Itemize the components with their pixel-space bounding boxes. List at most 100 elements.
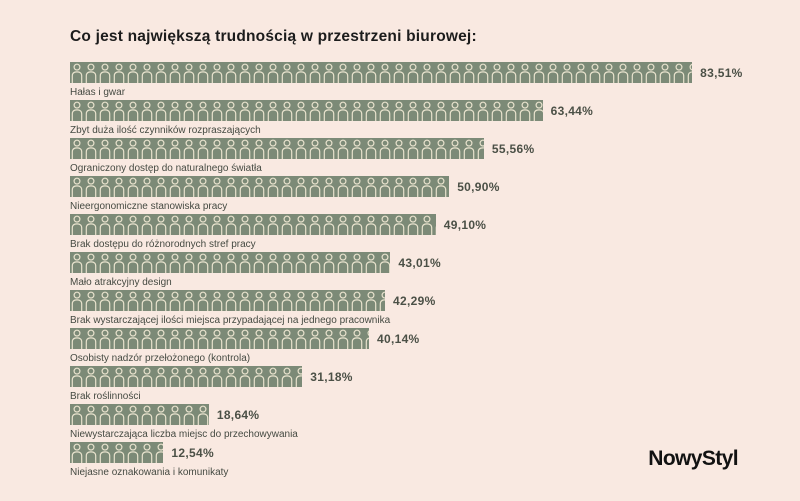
person-icon [421, 101, 433, 121]
person-icon [127, 177, 139, 197]
person-icon [71, 253, 83, 273]
pictogram-bar [70, 100, 543, 121]
person-icon [337, 63, 349, 83]
person-icon [71, 139, 83, 159]
person-icon [197, 405, 209, 425]
value-label: 63,44% [550, 103, 594, 118]
person-icon [85, 177, 97, 197]
person-icon [99, 291, 111, 311]
category-label: Brak wystarczającej ilości miejsca przyp… [70, 315, 391, 326]
category-label: Nieergonomiczne stanowiska pracy [70, 201, 228, 212]
person-icon [141, 367, 153, 387]
person-icon [491, 101, 503, 121]
category-label: Osobisty nadzór przełożonego (kontrola) [70, 353, 251, 364]
person-icon [309, 253, 321, 273]
person-icon [155, 177, 167, 197]
person-icon [141, 291, 153, 311]
person-icon [211, 177, 223, 197]
person-icon [435, 226, 436, 235]
person-icon [127, 443, 139, 463]
person-icon [309, 329, 321, 349]
person-icon [351, 63, 363, 83]
person-icon [421, 177, 433, 197]
person-icon [99, 177, 111, 197]
person-icon [281, 63, 293, 83]
person-icon [281, 101, 293, 121]
person-icon [155, 253, 167, 273]
person-icon [127, 139, 139, 159]
person-icon [659, 63, 671, 83]
person-icon [589, 63, 601, 83]
value-label: 55,56% [491, 141, 535, 156]
person-icon [463, 101, 475, 121]
chart-title: Co jest największą trudnością w przestrz… [70, 28, 477, 45]
person-icon [253, 215, 265, 235]
person-icon [99, 101, 111, 121]
person-icon [253, 101, 265, 121]
person-icon [85, 63, 97, 83]
person-icon [449, 101, 461, 121]
person-icon [295, 291, 307, 311]
value-label: 43,01% [398, 255, 441, 270]
person-icon [99, 215, 111, 235]
person-icon [379, 63, 391, 83]
person-icon [169, 177, 181, 197]
person-icon [99, 367, 111, 387]
person-icon [435, 63, 447, 83]
person-icon [141, 63, 153, 83]
person-icon [575, 63, 587, 83]
person-icon [211, 329, 223, 349]
person-icon [127, 291, 139, 311]
pictogram-bar [70, 442, 164, 463]
person-icon [309, 177, 321, 197]
chart-row: 12,54% Niejasne oznakowania i komunikaty [70, 442, 800, 480]
person-icon [211, 139, 223, 159]
person-icon [99, 63, 111, 83]
person-icon [645, 63, 657, 83]
bar-line: 42,29% [70, 290, 800, 311]
person-icon [197, 63, 209, 83]
person-icon [183, 177, 195, 197]
person-icon [239, 329, 251, 349]
person-icon [477, 101, 489, 121]
category-label: Brak dostępu do różnorodnych stref pracy [70, 239, 256, 250]
person-icon [295, 177, 307, 197]
value-label: 49,10% [443, 217, 487, 232]
person-icon [85, 443, 97, 463]
person-icon [211, 253, 223, 273]
person-icon [197, 139, 209, 159]
person-icon [127, 63, 139, 83]
person-icon [197, 291, 209, 311]
value-label: 50,90% [457, 179, 500, 194]
bar-line: 40,14% [70, 328, 800, 349]
person-icon [379, 177, 391, 197]
person-icon [169, 367, 181, 387]
person-icon [323, 101, 335, 121]
person-icon [407, 177, 419, 197]
person-icon [253, 367, 265, 387]
person-icon [281, 329, 293, 349]
person-icon [267, 139, 279, 159]
person-icon [407, 101, 419, 121]
person-icon [197, 101, 209, 121]
value-label: 40,14% [377, 331, 420, 346]
person-icon [365, 177, 377, 197]
person-icon [603, 63, 615, 83]
person-icon [113, 215, 125, 235]
pictogram-bar [70, 62, 693, 83]
person-icon [127, 367, 139, 387]
chart-row: 63,44% Zbyt duża ilość czynników rozprasz… [70, 100, 800, 138]
person-icon [239, 215, 251, 235]
person-icon [113, 329, 125, 349]
person-icon [155, 405, 167, 425]
person-icon [225, 139, 237, 159]
person-icon [71, 101, 83, 121]
person-icon [113, 139, 125, 159]
person-icon [309, 291, 321, 311]
person-icon [393, 215, 405, 235]
person-icon [435, 101, 447, 121]
person-icon [505, 63, 517, 83]
person-icon [295, 367, 303, 387]
person-icon [183, 101, 195, 121]
person-icon [211, 367, 223, 387]
